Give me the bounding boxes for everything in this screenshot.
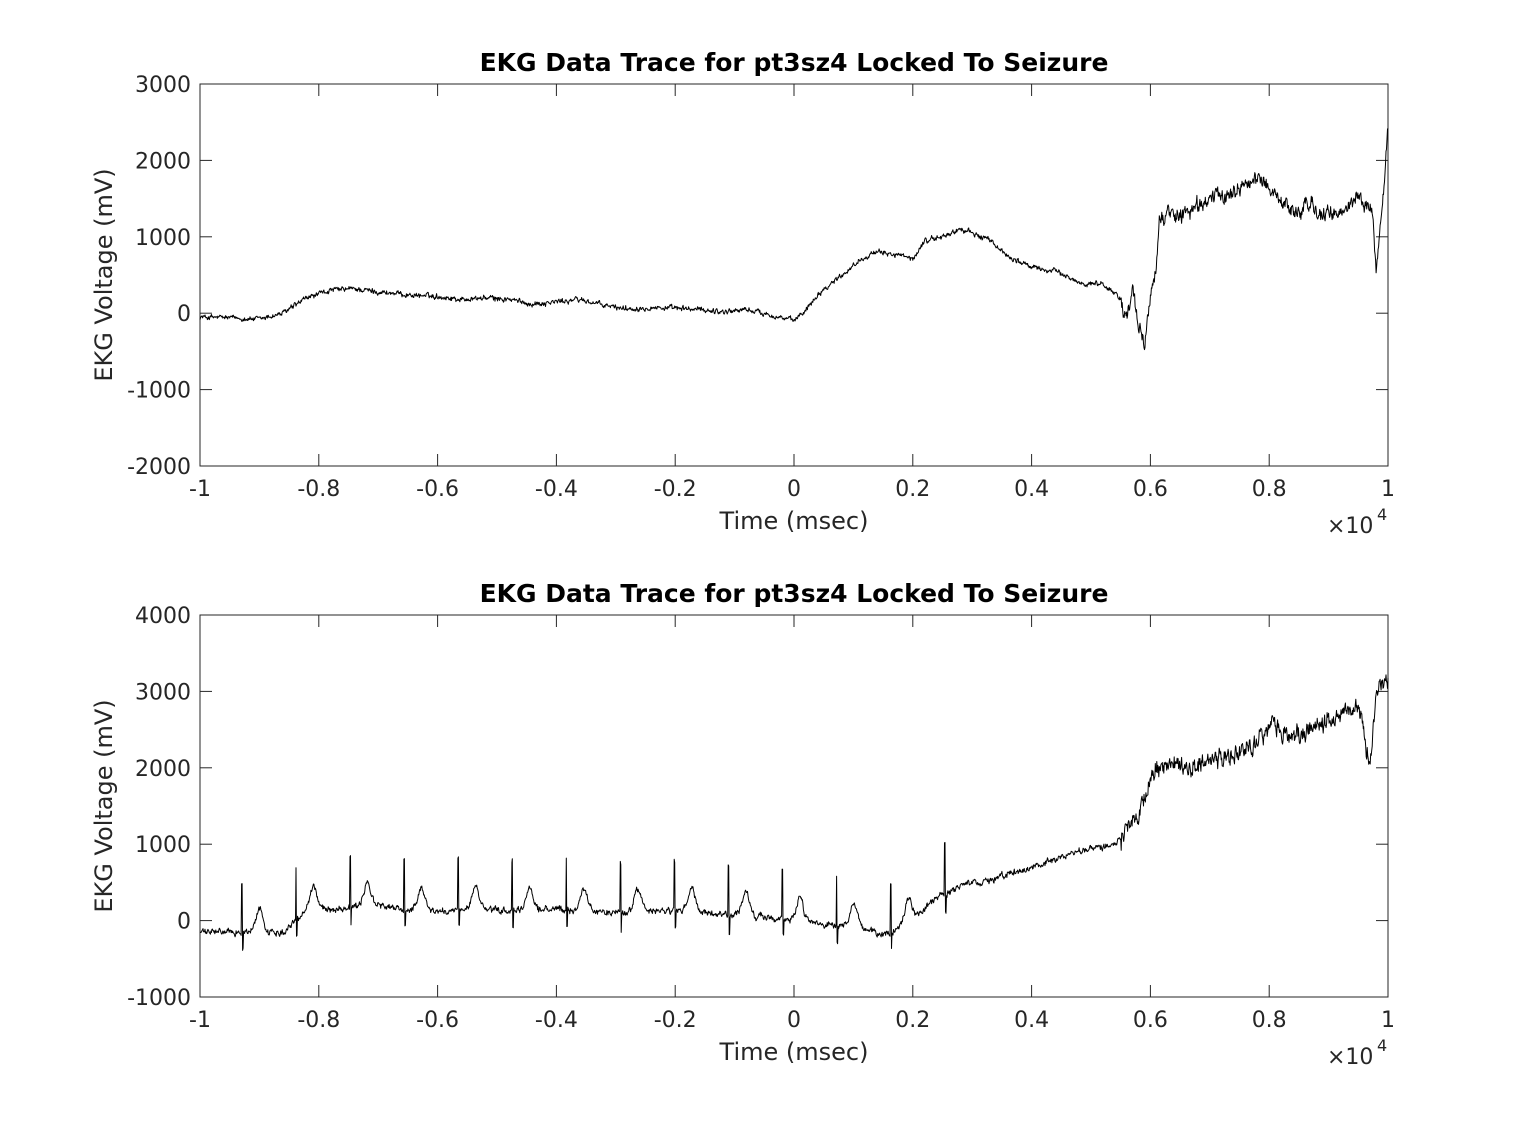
y-tick-label: 0 <box>177 302 191 327</box>
x-tick-label: -1 <box>189 1008 211 1033</box>
subplot-top: EKG Data Trace for pt3sz4 Locked To Seiz… <box>90 48 1395 539</box>
y-tick-label: 2000 <box>135 757 191 782</box>
chart-title: EKG Data Trace for pt3sz4 Locked To Seiz… <box>480 579 1109 608</box>
x-tick-label: 0.4 <box>1014 1008 1049 1033</box>
tick-group: -1 -0.8 -0.6 -0.4 -0.2 0 0.2 0.4 0.6 0.8 1 -1000 0 10… <box>127 604 1395 1033</box>
x-exponent-base: ×10 <box>1327 514 1373 539</box>
x-tick-label: 1 <box>1381 477 1395 502</box>
y-tick-label: 1000 <box>135 226 191 251</box>
y-tick-label: 3000 <box>135 680 191 705</box>
x-tick-label: 0.8 <box>1252 477 1287 502</box>
y-tick-label: -1000 <box>127 379 191 404</box>
y-axis-label: EKG Voltage (mV) <box>90 168 118 381</box>
y-tick-label: 2000 <box>135 149 191 174</box>
x-tick-label: 0.4 <box>1014 477 1049 502</box>
x-axis-label: Time (msec) <box>719 1038 869 1066</box>
x-tick-label: -0.4 <box>535 1008 578 1033</box>
x-exponent-power: 4 <box>1377 1036 1387 1055</box>
trace-group <box>199 128 1389 351</box>
x-tick-label: 0.8 <box>1252 1008 1287 1033</box>
x-tick-label: 0.2 <box>895 477 930 502</box>
x-tick-label: -0.6 <box>416 477 459 502</box>
subplot-bottom: EKG Data Trace for pt3sz4 Locked To Seiz… <box>90 579 1395 1070</box>
plot-area <box>199 83 1389 467</box>
x-tick-label: -0.8 <box>297 477 340 502</box>
x-tick-label: -0.2 <box>654 477 697 502</box>
x-exponent-label: ×10 4 <box>1327 1036 1387 1070</box>
chart-title: EKG Data Trace for pt3sz4 Locked To Seiz… <box>480 48 1109 77</box>
x-tick-label: -0.6 <box>416 1008 459 1033</box>
x-tick-label: -0.4 <box>535 477 578 502</box>
y-tick-label: 0 <box>177 910 191 935</box>
y-tick-label: 3000 <box>135 73 191 98</box>
x-tick-label: 0.2 <box>895 1008 930 1033</box>
x-exponent-label: ×10 4 <box>1327 505 1387 539</box>
trace-group <box>199 674 1389 951</box>
x-tick-label: 0.6 <box>1133 1008 1168 1033</box>
x-tick-label: -0.8 <box>297 1008 340 1033</box>
x-tick-label: 0.6 <box>1133 477 1168 502</box>
x-tick-label: -1 <box>189 477 211 502</box>
x-tick-label: 0 <box>787 477 801 502</box>
y-axis-label: EKG Voltage (mV) <box>90 699 118 912</box>
series-line <box>199 128 1389 351</box>
x-tick-label: 0 <box>787 1008 801 1033</box>
tick-group: -1 -0.8 -0.6 -0.4 -0.2 0 0.2 0.4 0.6 0.8 1 -2000 -10… <box>127 73 1395 502</box>
y-tick-label: -2000 <box>127 455 191 480</box>
y-tick-label: 4000 <box>135 604 191 629</box>
x-exponent-power: 4 <box>1377 505 1387 524</box>
x-tick-label: 1 <box>1381 1008 1395 1033</box>
x-exponent-base: ×10 <box>1327 1045 1373 1070</box>
y-tick-label: 1000 <box>135 833 191 858</box>
series-line <box>199 674 1389 951</box>
x-axis-label: Time (msec) <box>719 507 869 535</box>
plot-area <box>199 614 1389 998</box>
x-tick-label: -0.2 <box>654 1008 697 1033</box>
y-tick-label: -1000 <box>127 986 191 1011</box>
